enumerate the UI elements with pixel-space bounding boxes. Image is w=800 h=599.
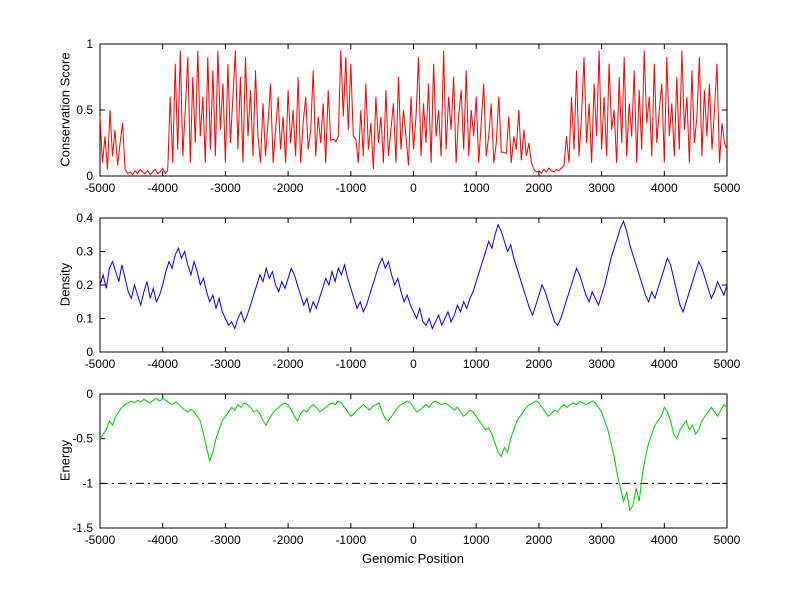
svg-text:0: 0 [86,169,93,183]
svg-text:-2000: -2000 [273,357,304,371]
svg-text:-1000: -1000 [335,357,366,371]
svg-text:0.1: 0.1 [76,312,93,326]
svg-text:-4000: -4000 [147,357,178,371]
svg-text:-5000: -5000 [85,533,116,547]
svg-text:2000: 2000 [526,181,553,195]
svg-text:2000: 2000 [526,533,553,547]
svg-text:4000: 4000 [651,181,678,195]
svg-text:3000: 3000 [588,357,615,371]
x-axis-label-genomic-position: Genomic Position [362,551,464,566]
svg-text:1000: 1000 [463,533,490,547]
svg-text:0.4: 0.4 [76,211,93,225]
svg-text:-1000: -1000 [335,181,366,195]
svg-text:-3000: -3000 [210,533,241,547]
svg-text:5000: 5000 [714,533,741,547]
svg-text:4000: 4000 [651,533,678,547]
svg-text:0: 0 [410,357,417,371]
y-axis-label-energy: Energy [57,439,73,482]
svg-text:0.2: 0.2 [76,278,93,292]
svg-text:-5000: -5000 [85,181,116,195]
svg-text:2000: 2000 [526,357,553,371]
svg-text:0: 0 [86,345,93,359]
svg-text:-1.5: -1.5 [72,521,93,535]
svg-text:0: 0 [86,387,93,401]
svg-text:-1: -1 [82,476,93,490]
svg-text:0: 0 [410,533,417,547]
svg-text:3000: 3000 [588,533,615,547]
svg-text:5000: 5000 [714,181,741,195]
svg-text:0.5: 0.5 [76,103,93,117]
svg-text:5000: 5000 [714,357,741,371]
svg-text:-0.5: -0.5 [72,432,93,446]
svg-text:-1000: -1000 [335,533,366,547]
svg-text:3000: 3000 [588,181,615,195]
svg-text:-2000: -2000 [273,533,304,547]
svg-text:-3000: -3000 [210,181,241,195]
svg-text:-4000: -4000 [147,533,178,547]
svg-text:0.3: 0.3 [76,245,93,259]
svg-text:1000: 1000 [463,181,490,195]
svg-text:4000: 4000 [651,357,678,371]
svg-text:-5000: -5000 [85,357,116,371]
svg-text:-3000: -3000 [210,357,241,371]
svg-text:-2000: -2000 [273,181,304,195]
svg-text:0: 0 [410,181,417,195]
svg-text:1: 1 [86,37,93,51]
svg-text:1000: 1000 [463,357,490,371]
svg-text:-4000: -4000 [147,181,178,195]
